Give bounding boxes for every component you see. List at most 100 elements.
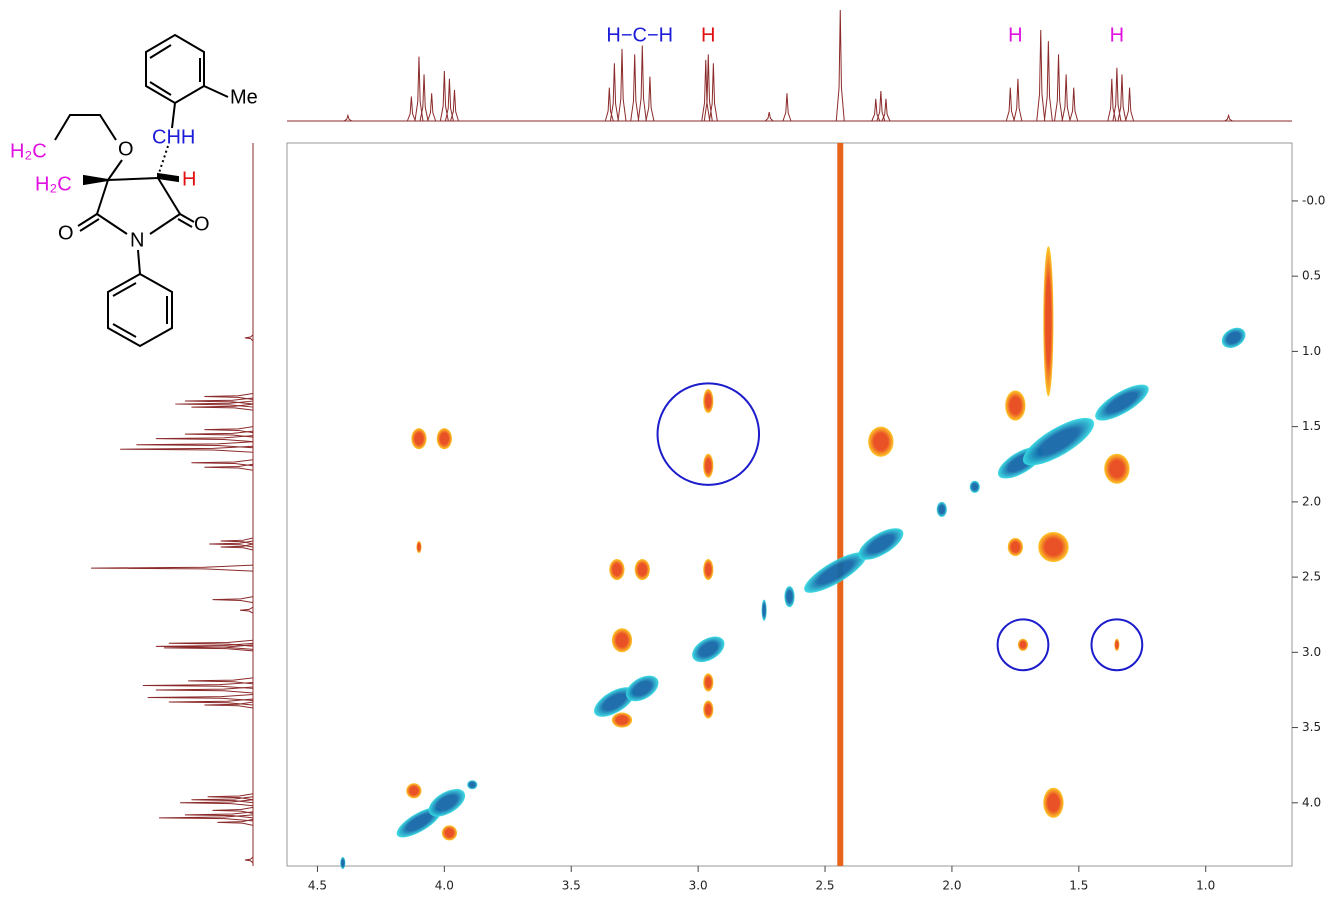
projection-peak [1013,78,1023,122]
bond [149,44,172,59]
x-tick-label: 4.0 [435,879,454,893]
plot-frame [286,142,1293,867]
projection-peak-left [120,445,254,453]
projection-peak-left [90,564,254,572]
highlight-circle [996,618,1050,672]
atom-label: H₂C [35,173,72,195]
projection-peak-left [212,806,254,814]
cross-peak [609,559,625,581]
cross-peak [611,712,633,728]
x-tick-label: 3.0 [689,879,708,893]
atom-label: H₂C [10,140,47,162]
bond [96,179,109,215]
projection-peak-left [184,811,254,819]
cross-peak [1005,390,1026,421]
projection-peak [450,89,459,122]
bond [171,102,176,129]
projection-peak-left [212,596,254,604]
bond [107,272,173,348]
projection-peak [881,98,891,122]
x-tick-label: 3.5 [562,879,581,893]
cross-peak [428,789,466,817]
bond [77,213,98,227]
projection-peak-left [204,463,254,471]
wedge [83,174,109,186]
projection-peak [764,112,774,122]
cross-peak [703,559,714,581]
projection-peak-left [142,681,254,689]
atom-label: Me [230,86,258,108]
x-tick-label: 2.5 [815,879,834,893]
projection-peak [1112,67,1122,122]
bond [54,114,117,141]
x-tick-label: 4.5 [308,879,327,893]
wedge [157,172,179,183]
projection-peak-left [204,426,254,434]
projection-peak [1061,74,1071,122]
projection-peak [1036,29,1046,122]
cross-peak [761,599,767,621]
bond [96,213,128,235]
structure: Me CHH O H H₂C H₂C O N O [10,33,258,348]
projection-peak-left [209,540,254,548]
cross-peak [1104,453,1130,484]
projection-peak [645,76,655,122]
y-tick-label: -0.0 [1302,193,1325,207]
cross-peak [1017,638,1029,651]
projection-peak [876,91,886,122]
cross-peak [703,453,714,478]
cross-peak [703,673,714,692]
projection-peak-left [168,639,254,647]
x-tick-label: 1.0 [1196,879,1215,893]
projection-peak [630,54,640,122]
atom-label: N [130,229,144,251]
cross-peak [634,559,650,581]
projection-peak [1125,87,1135,122]
projection-peak [343,113,353,122]
cross-peak [1007,537,1023,557]
projection-peak [1005,87,1015,122]
cross-peak [703,389,714,414]
cross-peak [416,540,422,554]
y-tick-label: 1.5 [1302,419,1321,433]
cross-peak [1022,417,1095,466]
cross-peak [436,428,452,450]
bond [112,323,137,338]
projection-peak-left [163,644,254,652]
cross-peak [858,528,904,560]
projection-peak-left [204,393,254,401]
y-tick-label: 1.0 [1302,344,1321,358]
projection-peak-left [147,693,254,701]
atom-label: O [58,222,74,244]
cross-peak [936,501,947,517]
projection-peak-left [191,459,254,467]
cross-peak [1095,384,1149,421]
projection-peak [427,93,437,122]
bond [179,213,195,223]
projection-peak [419,74,429,122]
bond [157,177,181,215]
projection-peak [1224,113,1233,122]
projection-peak [1054,54,1064,122]
projection-peak [406,96,416,122]
cross-peak [969,480,980,493]
bond [145,33,205,105]
cross-peak [396,807,442,838]
artifact-line [837,143,844,866]
bond [107,159,123,181]
projection-peak [703,54,713,122]
projection-peak-left [155,435,254,443]
peak-annotation: H−C−H [606,24,673,46]
bond [177,218,193,228]
x-tick-label: 1.5 [1069,879,1088,893]
cross-peak [441,825,458,841]
cross-peak [626,675,659,702]
y-tick-label: 4.0 [1302,795,1321,809]
projection-peak [1107,78,1117,122]
projection-peak [609,63,619,122]
cross-peak [411,428,427,450]
highlight-circle [1090,618,1144,672]
bond [203,85,229,98]
